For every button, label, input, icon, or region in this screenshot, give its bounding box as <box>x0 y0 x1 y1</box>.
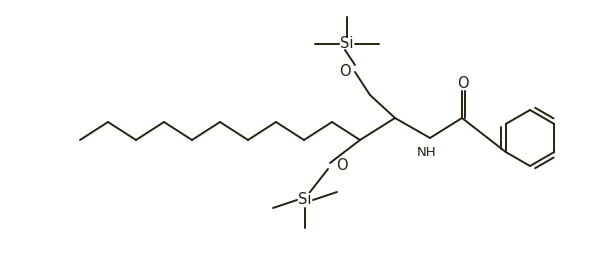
Text: NH: NH <box>417 145 437 158</box>
Text: Si: Si <box>340 37 354 51</box>
Text: O: O <box>336 157 348 173</box>
Text: Si: Si <box>298 193 312 207</box>
Text: O: O <box>457 75 469 91</box>
Text: O: O <box>339 64 351 80</box>
